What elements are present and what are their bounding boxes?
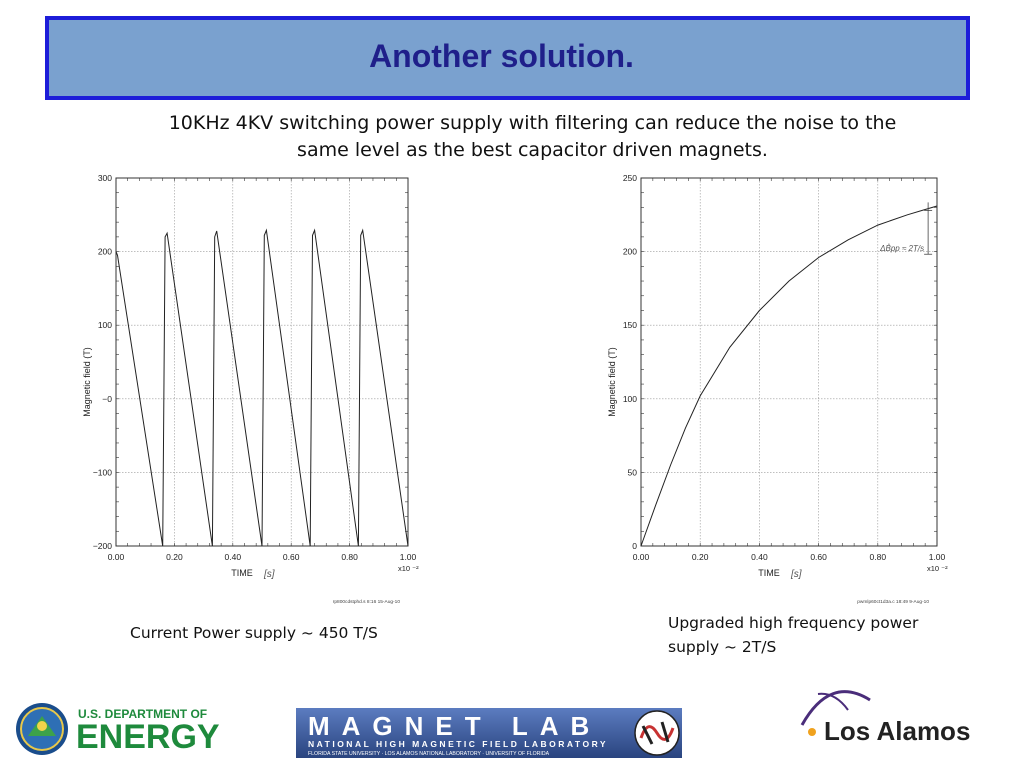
- y-tick-label: −100: [93, 467, 112, 477]
- los-alamos-logo: Los Alamos: [800, 690, 970, 746]
- x-tick-label: 0.80: [341, 552, 358, 562]
- y-tick-label: 50: [628, 467, 638, 477]
- x-axis-unit-handwritten: [s]: [263, 569, 275, 580]
- y-tick-label: 150: [623, 320, 637, 330]
- right-field-plot: 0.00 0.20 0.40 0.60 0.80 1.00 0 50 100 150 200 250 M…: [607, 173, 948, 605]
- x-tick-label: 1.00: [929, 552, 946, 562]
- y-tick-label: 200: [98, 247, 112, 257]
- x-axis-multiplier: x10 ⁻²: [927, 564, 948, 573]
- slide-title: Another solution.: [369, 37, 634, 74]
- title-bar: Another solution.: [45, 16, 970, 100]
- annotation-label: ΔB̊pp ≈ 2T/s: [879, 244, 924, 253]
- x-tick-label: 0.00: [633, 552, 650, 562]
- plot-footer: rp800cdstphd.s 8:16 15-Aug-10: [333, 599, 401, 605]
- x-tick-label: 0.60: [283, 552, 300, 562]
- y-tick-label: −0: [102, 394, 112, 404]
- x-tick-label: 0.20: [166, 552, 183, 562]
- y-tick-label: 300: [98, 173, 112, 183]
- maglab-main: MAGNET LAB: [308, 711, 601, 741]
- x-axis-unit-handwritten: [s]: [790, 569, 802, 580]
- plot-frame: [640, 177, 938, 547]
- los-alamos-wordmark: Los Alamos: [824, 716, 970, 746]
- doe-line1: U.S. DEPARTMENT OF: [78, 707, 207, 721]
- x-tick-label: 0.40: [225, 552, 242, 562]
- x-axis-multiplier: x10 ⁻²: [398, 564, 419, 573]
- caption-current-supply: Current Power supply ~ 450 T/S: [130, 624, 378, 642]
- left-field-plot: 0.00 0.20 0.40 0.60 0.80 1.00 −200 −100 −0 100 200…: [82, 173, 419, 605]
- y-axis-label: Magnetic field (T): [82, 347, 92, 417]
- maglab-sub2: FLORIDA STATE UNIVERSITY · LOS ALAMOS NA…: [308, 751, 550, 757]
- caption-upgraded-supply: Upgraded high frequency power supply ~ 2…: [668, 614, 919, 656]
- x-tick-label: 0.20: [692, 552, 709, 562]
- x-tick-label: 0.80: [870, 552, 887, 562]
- y-tick-label: 250: [623, 173, 637, 183]
- x-tick-label: 1.00: [400, 552, 417, 562]
- maglab-logo: MAGNET LAB NATIONAL HIGH MAGNETIC FIELD …: [296, 708, 682, 758]
- y-tick-label: 100: [623, 394, 637, 404]
- slide-subtitle: 10KHz 4KV switching power supply with fi…: [168, 112, 897, 161]
- los-alamos-orbit-icon: [800, 690, 871, 736]
- maglab-sub1: NATIONAL HIGH MAGNETIC FIELD LABORATORY: [308, 739, 608, 749]
- series-line: [115, 228, 409, 547]
- x-tick-label: 0.60: [810, 552, 827, 562]
- y-tick-label: 200: [623, 247, 637, 257]
- doe-seal-icon: [16, 703, 68, 755]
- plot-footer: pwmlp60ct1d3a.c 18:49 9-Aug-10: [857, 599, 929, 605]
- x-tick-label: 0.00: [108, 552, 125, 562]
- y-tick-label: 100: [98, 320, 112, 330]
- y-tick-label: 0: [632, 541, 637, 551]
- y-axis-label: Magnetic field (T): [607, 347, 617, 417]
- x-axis-label: TIME: [758, 568, 780, 578]
- y-tick-label: −200: [93, 541, 112, 551]
- series-line: [640, 205, 938, 547]
- doe-logo: U.S. DEPARTMENT OF ENERGY: [16, 703, 220, 756]
- doe-line2: ENERGY: [76, 718, 220, 756]
- maglab-emblem-icon: [634, 710, 680, 756]
- x-axis-label: TIME: [231, 568, 253, 578]
- x-tick-label: 0.40: [751, 552, 768, 562]
